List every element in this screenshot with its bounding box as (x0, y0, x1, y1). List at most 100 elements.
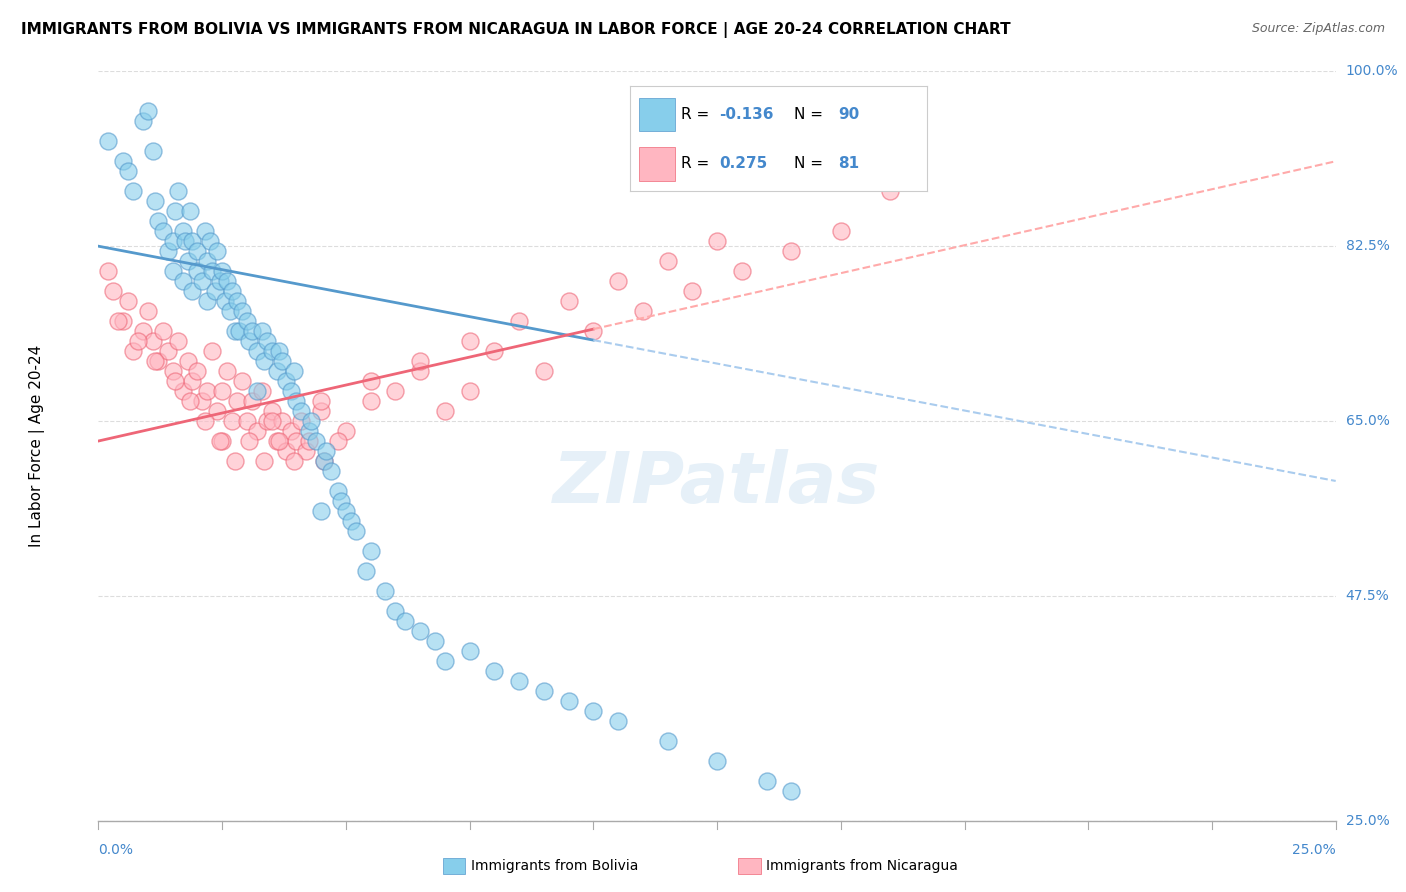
Text: 25.0%: 25.0% (1346, 814, 1389, 828)
Point (246, 384, 269, 398)
Point (260, 404, 283, 418)
Point (236, 314, 259, 328)
Point (312, 454, 335, 468)
Point (280, 424, 302, 438)
Text: IMMIGRANTS FROM BOLIVIA VS IMMIGRANTS FROM NICARAGUA IN LABOR FORCE | AGE 20-24 : IMMIGRANTS FROM BOLIVIA VS IMMIGRANTS FR… (21, 22, 1011, 38)
Point (205, 404, 228, 418)
Point (195, 294, 218, 309)
Point (122, 344, 145, 359)
Point (557, 694, 579, 708)
Point (780, 244, 803, 259)
Point (224, 324, 246, 338)
Point (484, 664, 506, 678)
Point (231, 374, 253, 388)
Point (755, 773, 778, 788)
Point (238, 334, 260, 348)
Point (582, 704, 605, 718)
Point (508, 673, 530, 688)
Point (172, 274, 194, 288)
Point (508, 314, 530, 328)
Point (195, 254, 218, 268)
Point (186, 364, 208, 378)
Point (423, 633, 446, 648)
Point (162, 264, 184, 278)
Point (226, 294, 249, 309)
Point (176, 354, 198, 368)
Point (354, 564, 377, 578)
Point (706, 754, 728, 768)
Point (224, 454, 246, 468)
Point (276, 374, 298, 388)
Point (458, 384, 481, 398)
Text: Immigrants from Nicaragua: Immigrants from Nicaragua (766, 859, 957, 873)
Point (179, 394, 201, 409)
Point (335, 424, 357, 438)
Point (103, 284, 125, 298)
Point (533, 683, 555, 698)
Point (409, 354, 432, 368)
Point (299, 414, 322, 428)
Point (146, 354, 169, 368)
Point (253, 354, 276, 368)
Text: 47.5%: 47.5% (1346, 589, 1389, 603)
Point (409, 364, 432, 378)
Point (280, 384, 302, 398)
Point (657, 733, 679, 747)
Point (208, 274, 231, 288)
Text: 100.0%: 100.0% (1346, 64, 1398, 78)
Point (231, 304, 253, 318)
Point (250, 384, 273, 398)
Point (132, 324, 155, 338)
Point (214, 294, 236, 309)
Text: 0.0%: 0.0% (98, 843, 134, 857)
Point (166, 184, 188, 198)
Point (830, 224, 852, 238)
Point (607, 274, 630, 288)
Point (681, 284, 703, 298)
Point (176, 254, 198, 268)
Point (181, 234, 204, 248)
Point (217, 364, 239, 378)
Point (394, 614, 416, 628)
Point (240, 324, 263, 338)
Point (181, 374, 204, 388)
Point (360, 374, 382, 388)
Point (315, 444, 337, 458)
Point (107, 314, 129, 328)
Point (201, 264, 224, 278)
Point (256, 414, 278, 428)
Point (136, 304, 159, 318)
Point (780, 783, 803, 797)
Text: In Labor Force | Age 20-24: In Labor Force | Age 20-24 (28, 345, 45, 547)
Point (266, 364, 288, 378)
Point (228, 324, 250, 338)
Point (879, 184, 901, 198)
Text: Source: ZipAtlas.com: Source: ZipAtlas.com (1251, 22, 1385, 36)
Point (657, 254, 679, 268)
Point (631, 304, 654, 318)
Point (409, 624, 432, 638)
Point (309, 394, 332, 409)
Point (166, 334, 188, 348)
Point (360, 394, 382, 409)
Point (384, 384, 406, 398)
Point (283, 454, 305, 468)
Point (165, 374, 187, 388)
Point (211, 434, 233, 448)
Point (97, 134, 120, 148)
Point (328, 483, 350, 498)
Point (607, 714, 630, 728)
Point (211, 264, 233, 278)
Point (484, 344, 506, 359)
Point (253, 454, 276, 468)
Point (267, 344, 290, 359)
Point (458, 334, 481, 348)
Point (194, 414, 217, 428)
Point (165, 204, 187, 219)
Point (208, 434, 231, 448)
Point (198, 234, 221, 248)
Point (162, 234, 184, 248)
Point (312, 454, 335, 468)
Point (142, 334, 165, 348)
Point (329, 494, 352, 508)
